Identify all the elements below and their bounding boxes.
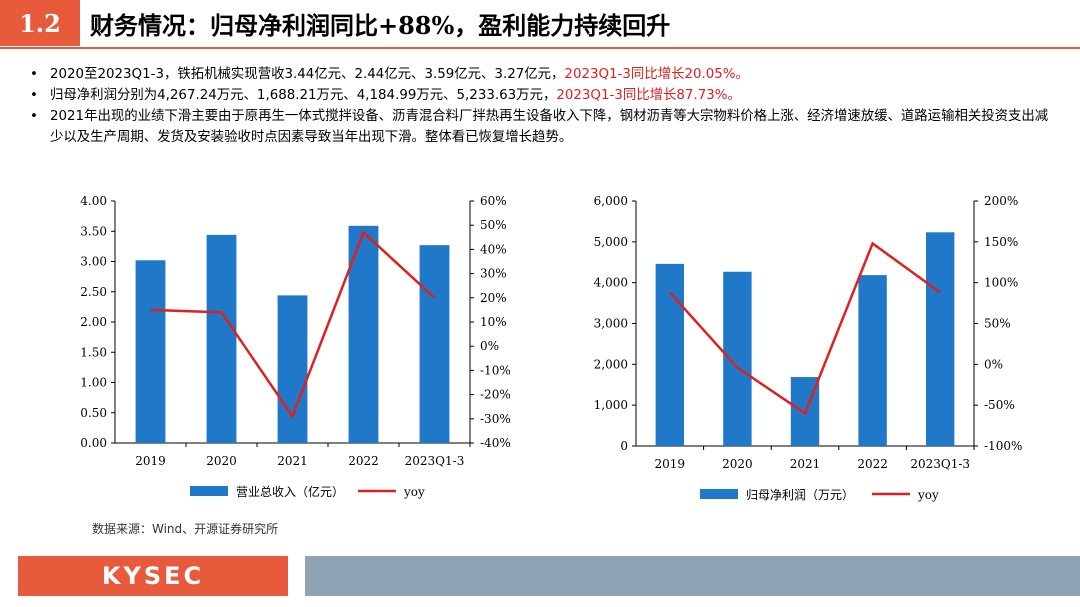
y-tick-label-left: 2.00: [80, 315, 107, 329]
bar: [858, 275, 887, 446]
x-tick-label: 2021: [277, 454, 308, 468]
y-tick-label-right: -50%: [984, 398, 1015, 412]
bar: [926, 232, 955, 446]
revenue-chart: 0.00 0.50 1.00 1.50 2.00 2.50 3.00 3.50 4.00 -40%…: [60, 185, 520, 509]
bar: [723, 271, 752, 446]
y-tick-label-left: 6,000: [594, 194, 628, 208]
x-tick-label: 2022: [857, 457, 888, 471]
bullet-dot: •: [30, 88, 38, 103]
y-tick-label-left: 3,000: [594, 317, 628, 331]
y-tick-label-right: 40%: [480, 242, 507, 256]
x-tick-label: 2020: [722, 457, 753, 471]
bullet-text-main: 2020至2023Q1-3，铁拓机械实现营收3.44亿元、2.44亿元、3.59…: [50, 67, 565, 82]
y-tick-label-left: 5,000: [594, 235, 628, 249]
bullet-item: • 归母净利润分别为4,267.24万元、1,688.21万元、4,184.99…: [30, 85, 1060, 106]
x-tick-label: 2021: [790, 457, 821, 471]
bullet-list: • 2020至2023Q1-3，铁拓机械实现营收3.44亿元、2.44亿元、3.…: [30, 64, 1060, 148]
y-tick-label-right: 50%: [984, 317, 1011, 331]
y-tick-label-right: 200%: [984, 194, 1018, 208]
bar: [135, 260, 166, 443]
net-profit-chart: 0 1,000 2,000 3,000 4,000 5,000 6,000 -100% -50%…: [570, 185, 1060, 509]
x-tick-label: 2023Q1-3: [910, 457, 970, 471]
yoy-line: [668, 241, 941, 416]
legend-line-label: yoy: [917, 488, 939, 502]
y-tick-label-right: 20%: [480, 291, 507, 305]
bullet-item: • 2020至2023Q1-3，铁拓机械实现营收3.44亿元、2.44亿元、3.…: [30, 64, 1060, 85]
y-tick-label-right: -100%: [984, 439, 1022, 453]
kysec-logo: KYSEC: [18, 556, 288, 596]
y-tick-label-left: 4.00: [80, 194, 107, 208]
legend-bar-label: 归母净利润（万元）: [746, 488, 854, 502]
data-source: 数据来源：Wind、开源证券研究所: [92, 522, 279, 536]
x-tick-label: 2023Q1-3: [405, 454, 465, 468]
bullet-highlight: 2023Q1-3同比增长87.73%。: [556, 88, 741, 103]
bar: [419, 245, 450, 443]
y-tick-label-left: 3.00: [80, 255, 107, 269]
x-tick-label: 2019: [655, 457, 686, 471]
bullet-dot: •: [30, 109, 38, 124]
y-tick-label-right: 100%: [984, 276, 1018, 290]
bullet-text: 归母净利润分别为4,267.24万元、1,688.21万元、4,184.99万元…: [50, 85, 1060, 106]
x-tick-label: 2022: [348, 454, 379, 468]
legend-bar-label: 营业总收入（亿元）: [236, 484, 344, 499]
legend-bar-swatch: [190, 486, 228, 496]
bullet-text-main: 归母净利润分别为4,267.24万元、1,688.21万元、4,184.99万元…: [50, 88, 557, 103]
yoy-line: [150, 230, 436, 420]
legend-line-label: yoy: [403, 485, 425, 499]
y-tick-label-left: 1,000: [594, 398, 628, 412]
bar: [348, 225, 379, 443]
y-tick-label-right: 0%: [984, 357, 1003, 371]
header-divider: [0, 47, 1080, 49]
y-tick-label-right: -20%: [480, 388, 511, 402]
y-tick-label-right: 150%: [984, 235, 1018, 249]
y-tick-label-left: 1.50: [80, 345, 107, 359]
y-tick-label-left: 1.00: [80, 376, 107, 390]
section-number: 1.2: [0, 0, 80, 46]
y-tick-label-left: 0.50: [80, 406, 107, 420]
legend-bar-swatch: [700, 489, 738, 499]
bullet-dot: •: [30, 67, 38, 82]
y-tick-label-right: 10%: [480, 315, 507, 329]
y-tick-label-left: 2,000: [594, 357, 628, 371]
bar: [206, 234, 237, 443]
revenue-chart-svg: 0.00 0.50 1.00 1.50 2.00 2.50 3.00 3.50 4.00 -40%…: [80, 194, 511, 499]
x-tick-label: 2020: [206, 454, 237, 468]
y-tick-label-right: -30%: [480, 412, 511, 426]
net-profit-chart-svg: 0 1,000 2,000 3,000 4,000 5,000 6,000 -100% -50%…: [594, 194, 1023, 502]
bar: [655, 263, 684, 446]
bullet-item: • 2021年出现的业绩下滑主要由于原再生一体式搅拌设备、沥青混合料厂拌热再生设…: [30, 106, 1060, 148]
y-tick-label-left: 4,000: [594, 276, 628, 290]
bullet-text: 2020至2023Q1-3，铁拓机械实现营收3.44亿元、2.44亿元、3.59…: [50, 64, 1060, 85]
y-tick-label-left: 2.50: [80, 285, 107, 299]
bar: [277, 295, 308, 443]
y-tick-label-right: 50%: [480, 218, 507, 232]
y-tick-label-right: -10%: [480, 363, 511, 377]
y-tick-label-left: 0.00: [80, 436, 107, 450]
bullet-text: 2021年出现的业绩下滑主要由于原再生一体式搅拌设备、沥青混合料厂拌热再生设备收…: [50, 106, 1060, 148]
x-tick-label: 2019: [135, 454, 166, 468]
bullet-text-main: 2021年出现的业绩下滑主要由于原再生一体式搅拌设备、沥青混合料厂拌热再生设备收…: [50, 109, 1049, 145]
y-tick-label-right: 30%: [480, 267, 507, 281]
footer-bar: [305, 556, 1080, 596]
logo-text: KYSEC: [101, 562, 205, 590]
bullet-highlight: 2023Q1-3同比增长20.05%。: [564, 67, 749, 82]
y-tick-label-right: 60%: [480, 194, 507, 208]
y-tick-label-right: -40%: [480, 436, 511, 450]
page-title: 财务情况：归母净利润同比+88%，盈利能力持续回升: [90, 10, 671, 40]
y-tick-label-right: 0%: [480, 339, 499, 353]
y-tick-label-left: 3.50: [80, 224, 107, 238]
y-tick-label-left: 0: [620, 439, 628, 453]
